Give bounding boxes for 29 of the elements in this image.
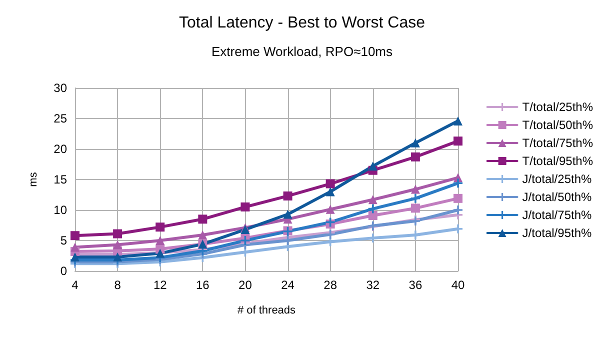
x-tick-label: 40 [451, 278, 465, 292]
y-tick-label: 30 [54, 81, 68, 95]
y-tick-label: 10 [54, 203, 68, 217]
legend-label: T/total/75th% [522, 136, 594, 150]
y-tick-label: 0 [60, 264, 68, 278]
x-tick-label: 36 [408, 278, 422, 292]
legend-label: J/total/75th% [522, 208, 592, 222]
legend-label: J/total/95th% [522, 226, 592, 240]
x-tick-label: 12 [153, 278, 168, 292]
x-tick-label: 8 [114, 278, 122, 292]
y-tick-label: 25 [54, 112, 68, 126]
x-tick-label: 4 [72, 278, 79, 292]
x-tick-label: 24 [281, 278, 295, 292]
chart-title: Total Latency - Best to Worst Case [178, 14, 426, 32]
legend-label: J/total/25th% [522, 172, 592, 186]
x-tick-label: 20 [238, 278, 252, 292]
x-tick-label: 32 [366, 278, 380, 292]
y-tick-label: 15 [54, 172, 68, 186]
y-axis-title: ms [28, 172, 40, 187]
legend-label: T/total/50th% [522, 118, 594, 132]
chart-subtitle: Extreme Workload, RPO≈10ms [211, 44, 393, 59]
legend-label: J/total/50th% [522, 190, 592, 204]
legend-label: T/total/25th% [522, 100, 594, 114]
y-tick-label: 20 [54, 142, 68, 156]
y-tick-label: 5 [60, 234, 68, 248]
x-axis-title: # of threads [237, 304, 296, 316]
x-tick-label: 28 [324, 278, 338, 292]
legend-label: T/total/95th% [522, 154, 594, 168]
x-tick-label: 16 [196, 278, 210, 292]
